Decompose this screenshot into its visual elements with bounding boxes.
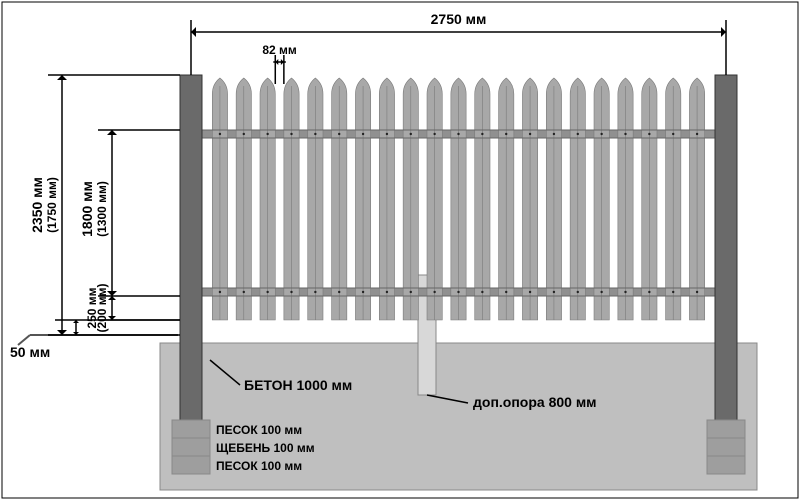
footing-layer — [172, 438, 210, 456]
post-right — [715, 75, 737, 420]
dim-picket-h: 1800 мм — [79, 181, 95, 237]
footing-layer — [707, 420, 745, 438]
label-gravel: ЩЕБЕНЬ 100 мм — [216, 441, 315, 455]
post-left — [180, 75, 202, 420]
footing-layer — [172, 456, 210, 474]
dim-picket-h-alt: (1300 мм) — [95, 181, 109, 237]
label-sand2: ПЕСОК 100 мм — [216, 459, 302, 473]
dim-gap: 82 мм — [262, 43, 297, 57]
dim-total-h-alt: (1750 мм) — [45, 177, 59, 233]
dim-span: 2750 мм — [431, 11, 487, 27]
dim-rail-offset-alt: (200 мм) — [95, 283, 109, 332]
footing-layer — [707, 456, 745, 474]
label-support: доп.опора 800 мм — [473, 394, 597, 410]
footing-layer — [707, 438, 745, 456]
dim-total-h: 2350 мм — [29, 177, 45, 233]
label-concrete: БЕТОН 1000 мм — [244, 377, 352, 393]
footing-layer — [172, 420, 210, 438]
dim-ground-gap: 50 мм — [10, 344, 50, 360]
label-sand1: ПЕСОК 100 мм — [216, 423, 302, 437]
